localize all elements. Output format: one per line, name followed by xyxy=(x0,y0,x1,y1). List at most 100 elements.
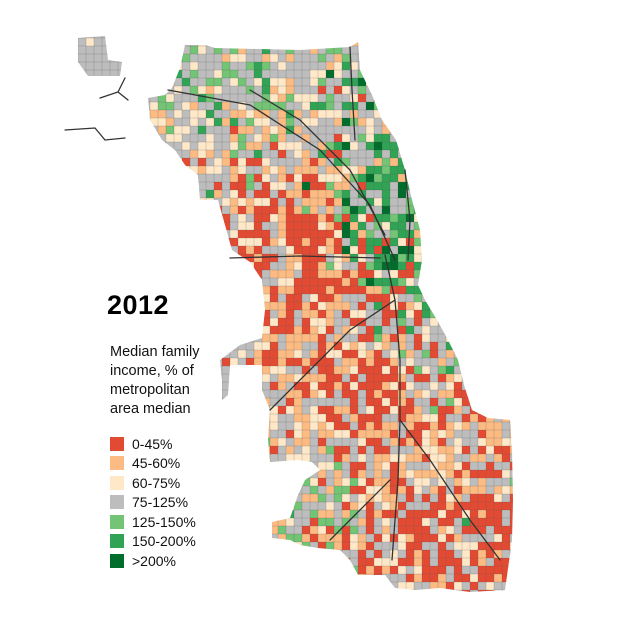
tract-tile xyxy=(478,438,487,447)
tract-tile xyxy=(390,382,399,391)
tract-tile xyxy=(422,286,431,295)
tract-tile xyxy=(470,38,479,47)
tract-tile xyxy=(86,382,95,391)
tract-tile xyxy=(190,574,199,583)
tract-tile xyxy=(310,406,319,415)
tract-tile xyxy=(486,414,495,423)
tract-tile xyxy=(350,598,359,607)
tract-tile xyxy=(142,246,151,255)
tract-tile xyxy=(342,494,351,503)
tract-tile xyxy=(142,574,151,583)
tract-tile xyxy=(414,62,423,71)
tract-tile xyxy=(150,214,159,223)
tract-tile xyxy=(350,502,359,511)
tract-tile xyxy=(326,358,335,367)
tract-tile xyxy=(350,374,359,383)
tract-tile xyxy=(502,214,511,223)
tract-tile xyxy=(494,470,503,479)
tract-tile xyxy=(166,126,175,135)
tract-tile xyxy=(430,78,439,87)
tract-tile xyxy=(310,422,319,431)
tract-tile xyxy=(502,526,511,535)
tract-tile xyxy=(294,118,303,127)
tract-tile xyxy=(102,246,111,255)
tract-tile xyxy=(438,590,447,592)
tract-tile xyxy=(206,422,215,431)
tract-tile xyxy=(494,110,503,119)
tract-tile xyxy=(510,230,513,239)
tract-tile xyxy=(150,126,159,135)
tract-tile xyxy=(302,246,311,255)
tract-tile xyxy=(406,142,415,151)
tract-tile xyxy=(86,534,95,543)
tract-tile xyxy=(446,310,455,319)
tract-tile xyxy=(470,54,479,63)
tract-tile xyxy=(278,158,287,167)
tract-tile xyxy=(294,534,303,543)
tract-tile xyxy=(478,414,487,423)
tract-tile xyxy=(438,222,447,231)
tract-tile xyxy=(294,70,303,79)
tract-tile xyxy=(422,86,431,95)
tract-tile xyxy=(454,598,463,607)
tract-tile xyxy=(430,382,439,391)
tract-tile xyxy=(238,342,247,351)
tract-tile xyxy=(190,422,199,431)
tract-tile xyxy=(310,350,319,359)
tract-tile xyxy=(462,174,471,183)
tract-tile xyxy=(142,38,151,47)
tract-tile xyxy=(94,406,103,415)
tract-tile xyxy=(502,262,511,271)
tract-tile xyxy=(262,486,271,495)
tract-tile xyxy=(78,310,87,319)
tract-tile xyxy=(454,502,463,511)
tract-tile xyxy=(278,278,287,287)
tract-tile xyxy=(262,478,271,487)
tract-tile xyxy=(318,94,327,103)
tract-tile xyxy=(454,518,463,527)
tract-tile xyxy=(334,174,343,183)
tract-tile xyxy=(438,430,447,439)
tract-tile xyxy=(206,158,215,167)
tract-tile xyxy=(422,582,431,591)
tract-tile xyxy=(470,454,479,463)
tract-tile xyxy=(454,574,463,583)
tract-tile xyxy=(94,350,103,359)
tract-tile xyxy=(222,478,231,487)
tract-tile xyxy=(398,86,407,95)
tract-tile xyxy=(318,302,327,311)
tract-tile xyxy=(446,326,455,335)
tract-tile xyxy=(286,486,295,495)
tract-tile xyxy=(326,366,335,375)
tract-tile xyxy=(366,294,375,303)
tract-tile xyxy=(494,598,503,607)
tract-tile xyxy=(134,158,143,167)
tract-tile xyxy=(510,566,513,575)
tract-tile xyxy=(134,214,143,223)
tract-tile xyxy=(398,494,407,503)
tract-tile xyxy=(422,326,431,335)
tract-tile xyxy=(190,262,199,271)
tract-tile xyxy=(462,238,471,247)
tract-tile xyxy=(390,182,399,191)
tract-tile xyxy=(238,278,247,287)
tract-tile xyxy=(206,86,215,95)
tract-tile xyxy=(94,550,103,559)
tract-tile xyxy=(198,222,207,231)
tract-tile xyxy=(222,510,231,519)
tract-tile xyxy=(86,454,95,463)
tract-tile xyxy=(366,454,375,463)
tract-tile xyxy=(438,454,447,463)
tract-tile xyxy=(366,118,375,127)
tract-tile xyxy=(510,190,513,199)
tract-tile xyxy=(470,142,479,151)
tract-tile xyxy=(238,558,247,567)
tract-tile xyxy=(342,36,351,39)
tract-tile xyxy=(454,358,463,367)
highway-line xyxy=(269,299,396,411)
tract-tile xyxy=(270,510,279,519)
tract-tile xyxy=(438,502,447,511)
tract-tile xyxy=(94,326,103,335)
tract-tile xyxy=(454,382,463,391)
tract-tile xyxy=(470,398,479,407)
